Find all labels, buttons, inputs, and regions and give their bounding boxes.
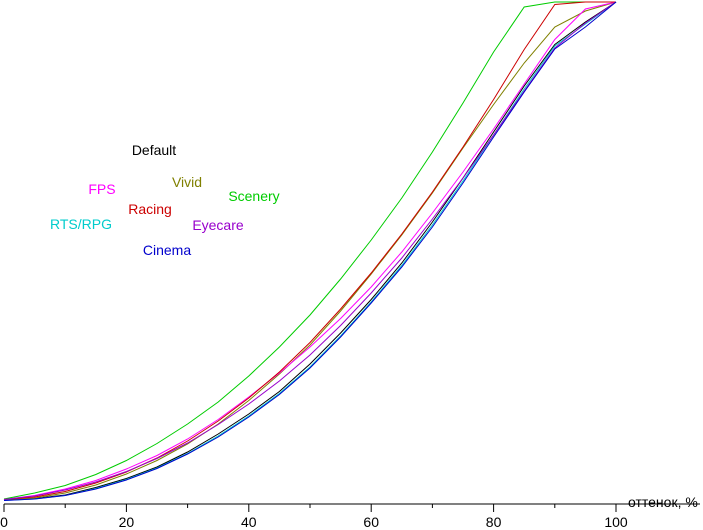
x-tick-label: 100 bbox=[604, 514, 628, 530]
series-line-scenery bbox=[3, 1, 616, 500]
legend-label-vivid: Vivid bbox=[172, 174, 202, 190]
x-tick-label: 60 bbox=[363, 514, 379, 530]
x-tick-label: 20 bbox=[119, 514, 135, 530]
x-tick-label: 80 bbox=[486, 514, 502, 530]
x-ticks: 0 20 40 60 80 100 bbox=[0, 504, 628, 530]
series-line-rts-rpg bbox=[3, 1, 617, 501]
legend: Default Vivid FPS Scenery Racing RTS/RPG Eyeca… bbox=[50, 142, 280, 258]
series-line-cinema bbox=[3, 1, 617, 501]
x-tick-label: 40 bbox=[241, 514, 257, 530]
legend-label-fps: FPS bbox=[88, 181, 115, 197]
legend-label-default: Default bbox=[132, 142, 176, 158]
legend-label-racing: Racing bbox=[128, 201, 172, 217]
legend-label-rts-rpg: RTS/RPG bbox=[50, 216, 112, 232]
series-line-racing bbox=[3, 1, 616, 500]
plot-lines bbox=[3, 1, 617, 501]
legend-label-cinema: Cinema bbox=[143, 242, 191, 258]
series-line-vivid bbox=[3, 1, 617, 501]
x-tick-label: 0 bbox=[0, 514, 8, 530]
legend-label-scenery: Scenery bbox=[228, 188, 279, 204]
x-axis-label: оттенок, % bbox=[628, 494, 698, 510]
series-line-fps bbox=[3, 1, 617, 500]
legend-label-eyecare: Eyecare bbox=[192, 217, 244, 233]
series-line-default bbox=[3, 1, 617, 500]
series-line-eyecare bbox=[3, 1, 617, 500]
